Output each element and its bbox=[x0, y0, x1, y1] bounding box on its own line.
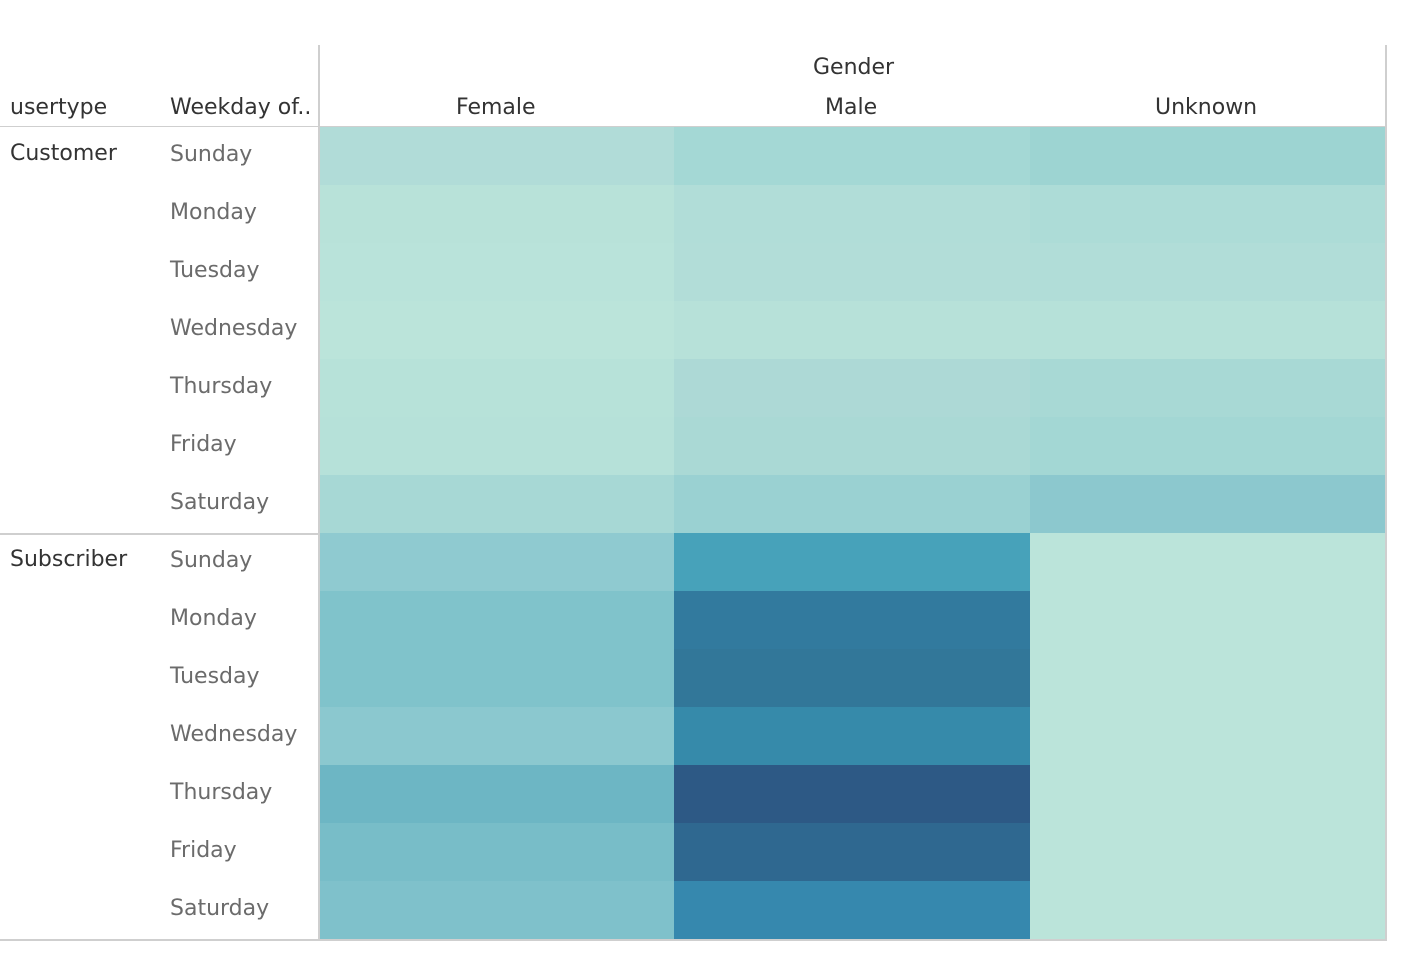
heatmap-cell-customer-wednesday-male bbox=[674, 301, 1030, 359]
heatmap-cell-subscriber-monday-unknown bbox=[1030, 591, 1385, 649]
heatmap-cell-customer-thursday-unknown bbox=[1030, 359, 1385, 417]
column-field-title: Gender bbox=[813, 55, 895, 80]
heatmap-cell-customer-tuesday-male bbox=[674, 243, 1030, 301]
row-label-customer-friday: Friday bbox=[170, 432, 237, 457]
heatmap-cell-subscriber-wednesday-male bbox=[674, 707, 1030, 765]
heatmap-cell-subscriber-saturday-unknown bbox=[1030, 881, 1385, 939]
heatmap-cell-customer-wednesday-female bbox=[320, 301, 674, 359]
row-label-subscriber-monday: Monday bbox=[170, 606, 257, 631]
row-label-customer-wednesday: Wednesday bbox=[170, 316, 298, 341]
heatmap-cell-customer-friday-unknown bbox=[1030, 417, 1385, 475]
row-label-subscriber-friday: Friday bbox=[170, 838, 237, 863]
row-label-subscriber-sunday: Sunday bbox=[170, 548, 253, 573]
heatmap-cell-subscriber-monday-female bbox=[320, 591, 674, 649]
heatmap-cell-subscriber-monday-male bbox=[674, 591, 1030, 649]
header-left-divider bbox=[318, 45, 320, 939]
heatmap-cell-subscriber-sunday-male bbox=[674, 533, 1030, 591]
heatmap-cell-customer-saturday-female bbox=[320, 475, 674, 533]
row-label-customer-sunday: Sunday bbox=[170, 142, 253, 167]
heatmap-cell-subscriber-tuesday-male bbox=[674, 649, 1030, 707]
heatmap-cell-subscriber-saturday-male bbox=[674, 881, 1030, 939]
heatmap-cell-subscriber-thursday-male bbox=[674, 765, 1030, 823]
row-group-label-subscriber: Subscriber bbox=[10, 547, 128, 572]
heatmap-cell-subscriber-sunday-female bbox=[320, 533, 674, 591]
heatmap-cell-customer-monday-unknown bbox=[1030, 185, 1385, 243]
row-label-subscriber-tuesday: Tuesday bbox=[170, 664, 260, 689]
heatmap-cell-customer-friday-male bbox=[674, 417, 1030, 475]
heatmap-cell-customer-friday-female bbox=[320, 417, 674, 475]
heatmap-cell-subscriber-friday-female bbox=[320, 823, 674, 881]
heatmap-cell-customer-saturday-male bbox=[674, 475, 1030, 533]
heatmap-cell-subscriber-wednesday-unknown bbox=[1030, 707, 1385, 765]
heatmap-cell-customer-tuesday-female bbox=[320, 243, 674, 301]
row-field-weekday-header: Weekday of.. bbox=[170, 95, 312, 120]
row-label-subscriber-thursday: Thursday bbox=[170, 780, 273, 805]
heatmap-cell-customer-sunday-female bbox=[320, 127, 674, 185]
heatmap-cell-subscriber-thursday-female bbox=[320, 765, 674, 823]
heatmap-cell-customer-monday-male bbox=[674, 185, 1030, 243]
heatmap-cell-subscriber-friday-unknown bbox=[1030, 823, 1385, 881]
column-header-male: Male bbox=[825, 95, 878, 120]
header-bottom-divider bbox=[0, 126, 1387, 127]
row-group-label-customer: Customer bbox=[10, 141, 117, 166]
heatmap-cell-subscriber-friday-male bbox=[674, 823, 1030, 881]
heatmap-cell-customer-monday-female bbox=[320, 185, 674, 243]
row-field-usertype-header: usertype bbox=[10, 95, 108, 120]
row-label-customer-thursday: Thursday bbox=[170, 374, 273, 399]
heatmap-cell-customer-wednesday-unknown bbox=[1030, 301, 1385, 359]
header-right-divider bbox=[1385, 45, 1387, 939]
heatmap-cell-customer-thursday-female bbox=[320, 359, 674, 417]
group-divider-subscriber bbox=[0, 939, 1387, 941]
heatmap-cell-subscriber-wednesday-female bbox=[320, 707, 674, 765]
heatmap-cell-customer-tuesday-unknown bbox=[1030, 243, 1385, 301]
row-label-subscriber-wednesday: Wednesday bbox=[170, 722, 298, 747]
column-header-unknown: Unknown bbox=[1155, 95, 1258, 120]
heatmap-cell-subscriber-saturday-female bbox=[320, 881, 674, 939]
row-label-subscriber-saturday: Saturday bbox=[170, 896, 270, 921]
row-label-customer-saturday: Saturday bbox=[170, 490, 270, 515]
row-label-customer-tuesday: Tuesday bbox=[170, 258, 260, 283]
heatmap-cell-subscriber-sunday-unknown bbox=[1030, 533, 1385, 591]
heatmap-cell-customer-thursday-male bbox=[674, 359, 1030, 417]
heatmap-cell-subscriber-thursday-unknown bbox=[1030, 765, 1385, 823]
heatmap-cell-customer-sunday-male bbox=[674, 127, 1030, 185]
heatmap-cell-subscriber-tuesday-unknown bbox=[1030, 649, 1385, 707]
heatmap-cell-customer-saturday-unknown bbox=[1030, 475, 1385, 533]
heatmap-cell-subscriber-tuesday-female bbox=[320, 649, 674, 707]
column-header-female: Female bbox=[456, 95, 536, 120]
row-label-customer-monday: Monday bbox=[170, 200, 257, 225]
heatmap-cell-customer-sunday-unknown bbox=[1030, 127, 1385, 185]
